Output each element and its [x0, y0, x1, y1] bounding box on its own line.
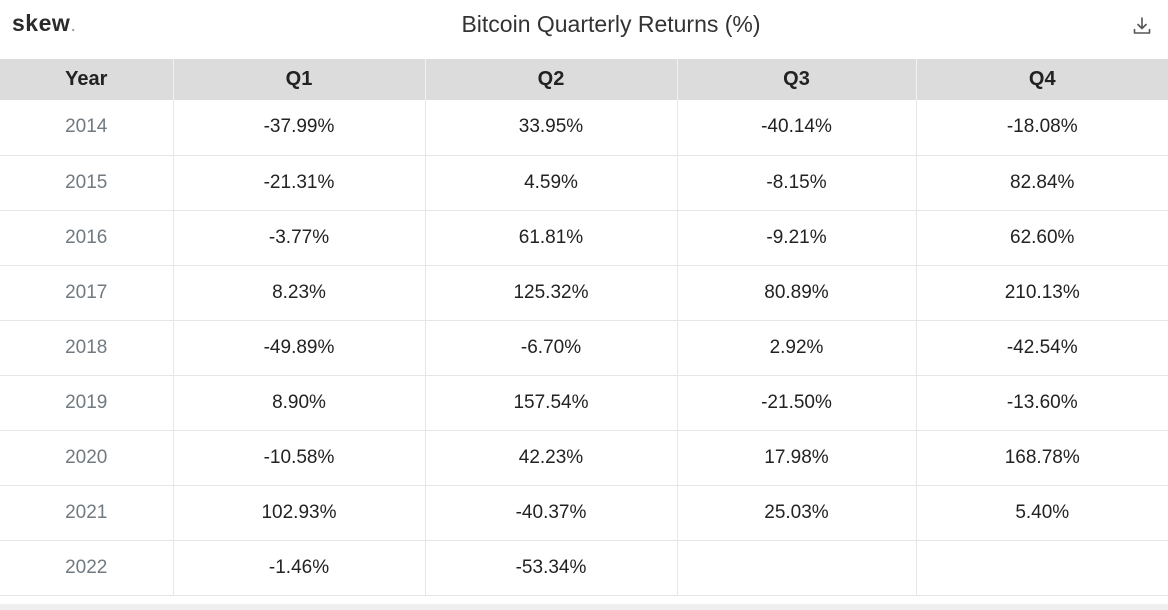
year-cell: 2014 [0, 100, 174, 155]
column-header-q2[interactable]: Q2 [425, 59, 678, 100]
return-cell-q3: -9.21% [677, 210, 917, 265]
return-cell-q2: 42.23% [425, 430, 678, 485]
return-cell-q1: -49.89% [173, 320, 426, 375]
return-cell-q1: 8.23% [173, 265, 426, 320]
return-cell-q1: -10.58% [173, 430, 426, 485]
return-cell-q2: 4.59% [425, 155, 678, 210]
return-cell-q4: 82.84% [1010, 171, 1075, 193]
header: skew. Bitcoin Quarterly Returns (%) [0, 0, 1168, 56]
return-cell-q4: 5.40% [1015, 501, 1070, 523]
return-cell-q1: -3.77% [173, 210, 426, 265]
chart-title: Bitcoin Quarterly Returns (%) [461, 11, 761, 37]
table-row: 2016 -3.77% 61.81% -9.21% 62.60% [0, 210, 1168, 265]
table-row: 2018 -49.89% -6.70% 2.92% -42.54% [0, 320, 1168, 375]
year-cell: 2019 [0, 375, 174, 430]
returns-table: Year Q1 Q2 Q3 Q4 2014 -37.99% 33.95% -40.14% -18… [0, 59, 1168, 596]
table-row: 2014 -37.99% 33.95% -40.14% -18.08% [0, 100, 1168, 155]
return-cell-q1: -1.46% [173, 540, 426, 595]
table-row: 2022 -1.46% -53.34% [0, 540, 1168, 595]
return-cell-q1: 102.93% [173, 485, 426, 540]
table-row: 2021 102.93% -40.37% 25.03% 5.40% [0, 485, 1168, 540]
return-cell-q2: 157.54% [425, 375, 678, 430]
return-cell-q4: -13.60% [1006, 391, 1078, 413]
table-body: 2014 -37.99% 33.95% -40.14% -18.08% 2015 -21.3… [0, 100, 1168, 595]
return-cell-q3: 17.98% [677, 430, 917, 485]
return-cell-q2: 33.95% [425, 100, 678, 155]
return-cell-q3: -40.14% [677, 100, 917, 155]
return-cell-q3: -8.15% [677, 155, 917, 210]
return-cell-q3: 2.92% [677, 320, 917, 375]
year-cell: 2016 [0, 210, 174, 265]
return-cell-q3: 80.89% [677, 265, 917, 320]
return-cell-q2: -6.70% [425, 320, 678, 375]
year-cell: 2022 [0, 540, 174, 595]
return-cell-q2: -53.34% [425, 540, 678, 595]
year-cell: 2021 [0, 485, 174, 540]
year-cell: 2015 [0, 155, 174, 210]
year-cell: 2020 [0, 430, 174, 485]
year-cell: 2018 [0, 320, 174, 375]
return-cell-q3 [677, 540, 917, 595]
return-cell-q4: 210.13% [1004, 281, 1080, 303]
bottom-divider [0, 604, 1168, 610]
return-cell-q2: 61.81% [425, 210, 678, 265]
column-header-q1[interactable]: Q1 [173, 59, 426, 100]
return-cell-q4: -42.54% [1006, 336, 1078, 358]
return-cell-q3: -21.50% [677, 375, 917, 430]
table-header-row: Year Q1 Q2 Q3 Q4 [0, 59, 1168, 100]
return-cell-q4: 168.78% [1004, 446, 1080, 468]
table-row: 2017 8.23% 125.32% 80.89% 210.13% [0, 265, 1168, 320]
return-cell-q1: 8.90% [173, 375, 426, 430]
return-cell-q2: 125.32% [425, 265, 678, 320]
return-cell-q4: -18.08% [1006, 116, 1078, 138]
year-cell: 2017 [0, 265, 174, 320]
return-cell-q2: -40.37% [425, 485, 678, 540]
return-cell-q3: 25.03% [677, 485, 917, 540]
logo-dot: . [71, 18, 76, 34]
return-cell-q4 [916, 540, 1168, 595]
return-cell-q1: -21.31% [173, 155, 426, 210]
download-icon[interactable] [1131, 15, 1153, 37]
column-header-q3[interactable]: Q3 [677, 59, 917, 100]
return-cell-q1: -37.99% [173, 100, 426, 155]
column-header-q4[interactable]: Q4 [1028, 68, 1056, 90]
logo: skew. [12, 10, 76, 37]
logo-text: skew [12, 10, 71, 36]
table-row: 2019 8.90% 157.54% -21.50% -13.60% [0, 375, 1168, 430]
return-cell-q4: 62.60% [1010, 226, 1075, 248]
table-row: 2015 -21.31% 4.59% -8.15% 82.84% [0, 155, 1168, 210]
column-header-year[interactable]: Year [0, 59, 174, 100]
table-row: 2020 -10.58% 42.23% 17.98% 168.78% [0, 430, 1168, 485]
